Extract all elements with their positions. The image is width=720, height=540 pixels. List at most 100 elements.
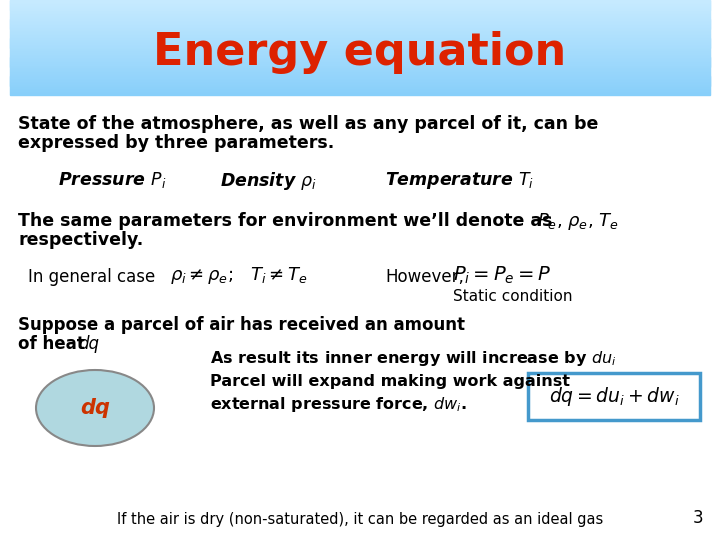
Bar <box>10 66 710 68</box>
Text: State of the atmosphere, as well as any parcel of it, can be: State of the atmosphere, as well as any … <box>18 115 598 133</box>
Bar <box>10 11 710 12</box>
Bar <box>10 42 710 44</box>
Bar <box>10 70 710 71</box>
Text: dq: dq <box>80 398 110 418</box>
Bar <box>10 28 710 30</box>
Bar <box>10 17 710 19</box>
Text: of heat: of heat <box>18 335 91 353</box>
Text: Energy equation: Energy equation <box>153 30 567 73</box>
Bar <box>10 57 710 58</box>
Bar <box>10 12 710 14</box>
Bar <box>10 46 710 48</box>
Text: However,: However, <box>385 268 464 286</box>
Bar <box>10 24 710 25</box>
Bar <box>10 33 710 35</box>
Bar <box>10 7 710 9</box>
Bar <box>10 27 710 29</box>
Text: expressed by three parameters.: expressed by three parameters. <box>18 134 334 152</box>
Bar <box>10 81 710 83</box>
Bar <box>10 19 710 21</box>
Text: In general case: In general case <box>28 268 156 286</box>
Bar <box>10 53 710 54</box>
Bar <box>10 2 710 3</box>
Bar <box>10 60 710 62</box>
Bar <box>10 45 710 46</box>
Bar <box>10 17 710 18</box>
Bar <box>10 31 710 32</box>
Bar <box>10 9 710 10</box>
Bar <box>10 23 710 25</box>
Bar <box>10 25 710 26</box>
Text: $P_i = P_e = P$: $P_i = P_e = P$ <box>453 265 552 286</box>
Bar <box>10 10 710 11</box>
Bar <box>10 48 710 49</box>
Text: Pressure $P_i$: Pressure $P_i$ <box>58 170 166 190</box>
Bar <box>10 93 710 95</box>
Bar <box>10 62 710 64</box>
Bar <box>10 32 710 33</box>
Bar <box>10 59 710 61</box>
Bar <box>10 79 710 81</box>
Bar <box>10 83 710 85</box>
Bar <box>10 92 710 93</box>
Bar <box>10 38 710 40</box>
Bar <box>10 43 710 45</box>
Bar <box>10 3 710 5</box>
Bar <box>10 51 710 52</box>
Bar <box>10 44 710 45</box>
Text: respectively.: respectively. <box>18 231 143 249</box>
Bar <box>10 92 710 94</box>
Text: The same parameters for environment we’ll denote as: The same parameters for environment we’l… <box>18 212 559 230</box>
Bar <box>10 55 710 56</box>
Bar <box>10 13 710 14</box>
Bar <box>10 67 710 69</box>
Bar <box>10 76 710 77</box>
Text: As result its inner energy will increase by $du_i$: As result its inner energy will increase… <box>210 349 616 368</box>
Text: dq: dq <box>78 335 99 353</box>
Text: 3: 3 <box>693 509 703 527</box>
Bar <box>10 78 710 80</box>
Bar <box>10 75 710 76</box>
Text: Parcel will expand making work against: Parcel will expand making work against <box>210 374 570 389</box>
Bar <box>10 52 710 53</box>
Bar <box>10 58 710 60</box>
Text: If the air is dry (non-saturated), it can be regarded as an ideal gas: If the air is dry (non-saturated), it ca… <box>117 512 603 527</box>
Bar <box>10 6 710 8</box>
Bar <box>10 77 710 79</box>
Bar <box>10 61 710 63</box>
Bar <box>10 88 710 89</box>
Bar <box>10 8 710 10</box>
Bar <box>10 35 710 36</box>
Bar <box>10 40 710 42</box>
Ellipse shape <box>36 370 154 446</box>
Bar <box>10 87 710 89</box>
Bar <box>10 29 710 30</box>
Bar <box>10 36 710 37</box>
Bar <box>10 33 710 34</box>
Bar <box>10 14 710 15</box>
Text: Density $\rho_i$: Density $\rho_i$ <box>220 170 317 192</box>
Bar <box>10 18 710 20</box>
Bar <box>10 49 710 50</box>
Bar <box>10 0 710 1</box>
Bar <box>10 57 710 59</box>
Bar <box>10 5 710 6</box>
Bar <box>10 72 710 73</box>
Bar <box>10 47 710 49</box>
Bar <box>10 53 710 55</box>
Bar <box>10 64 710 65</box>
Bar <box>10 50 710 51</box>
Bar <box>10 26 710 28</box>
Bar <box>10 80 710 82</box>
Bar <box>10 4 710 6</box>
Bar <box>10 73 710 75</box>
Bar <box>10 68 710 69</box>
Bar <box>10 15 710 16</box>
Bar <box>10 37 710 38</box>
Text: $dq = du_i + dw_i$: $dq = du_i + dw_i$ <box>549 385 679 408</box>
Bar <box>10 56 710 57</box>
Bar <box>10 37 710 39</box>
Bar <box>10 90 710 91</box>
Bar <box>10 2 710 4</box>
Text: Static condition: Static condition <box>453 289 572 304</box>
